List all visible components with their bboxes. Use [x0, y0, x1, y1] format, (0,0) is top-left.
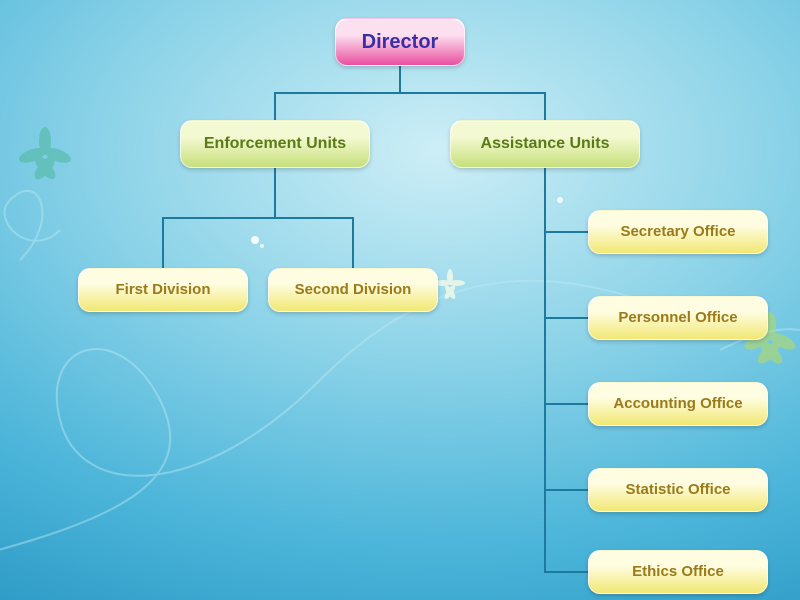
node-first_div: First Division — [78, 268, 248, 312]
node-accounting: Accounting Office — [588, 382, 768, 426]
node-second_div: Second Division — [268, 268, 438, 312]
node-statistic: Statistic Office — [588, 468, 768, 512]
node-assistance: Assistance Units — [450, 120, 640, 168]
node-ethics: Ethics Office — [588, 550, 768, 594]
org-chart: Director Enforcement Units Assistance Unit… — [0, 0, 800, 600]
node-personnel: Personnel Office — [588, 296, 768, 340]
node-secretary: Secretary Office — [588, 210, 768, 254]
node-director: Director — [335, 18, 465, 66]
node-enforcement: Enforcement Units — [180, 120, 370, 168]
